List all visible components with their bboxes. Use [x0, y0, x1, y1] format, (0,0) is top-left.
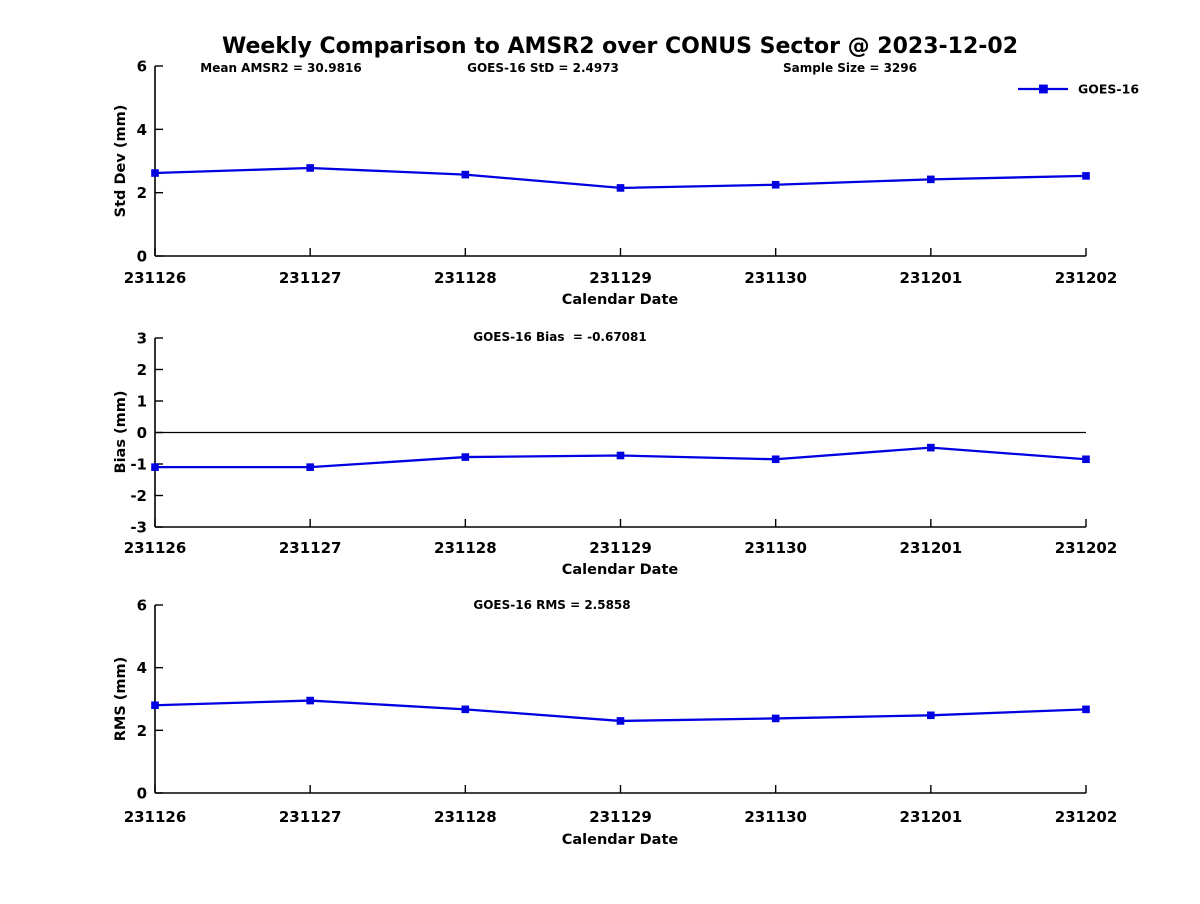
x-tick-label: 231127	[279, 269, 342, 287]
x-tick-label: 231130	[744, 539, 807, 557]
data-point-marker	[927, 711, 935, 720]
legend-square-marker-icon	[1039, 84, 1048, 94]
data-point-marker	[1082, 172, 1090, 180]
x-tick-label: 231127	[279, 808, 342, 826]
y-axis-label-std-dev: Std Dev (mm)	[113, 105, 129, 218]
y-tick-label: 6	[137, 597, 147, 615]
data-point-marker	[771, 455, 780, 464]
chart-std-dev: Mean AMSR2 = 30.9816 GOES-16 StD = 2.497…	[113, 58, 1117, 309]
legend-label: GOES-16	[1078, 82, 1139, 97]
y-tick-label: 0	[137, 248, 147, 266]
data-point-marker	[461, 705, 470, 714]
x-tick-label: 231201	[900, 539, 963, 557]
x-tick-label: 231128	[434, 808, 497, 826]
y-tick-label: -2	[130, 487, 147, 505]
y-tick-label: 4	[137, 659, 147, 677]
data-point-marker	[461, 170, 470, 179]
x-axis-label-calendar-date-2: Calendar Date	[562, 562, 679, 578]
x-tick-label: 231202	[1055, 539, 1118, 557]
x-tick-label: 231201	[900, 269, 963, 287]
y-tick-label: 3	[137, 330, 147, 348]
data-point-marker	[927, 175, 935, 184]
y-tick-label: 2	[137, 184, 147, 202]
x-tick-label: 231129	[589, 539, 652, 557]
chart-rms: GOES-16 RMS = 2.5858 RMS (mm) Calendar D…	[113, 597, 1117, 849]
data-point-marker	[927, 443, 935, 452]
legend: GOES-16	[1018, 82, 1139, 97]
plot-area-rms: 0 2 4 6 231126 231127 231128 231129 231130 231201…	[124, 597, 1118, 827]
chart-bias: GOES-16 Bias = -0.67081 Bias (mm) Calend…	[113, 330, 1117, 579]
data-point-marker	[151, 169, 159, 177]
x-tick-label: 231126	[124, 269, 187, 287]
data-point-marker	[1082, 455, 1090, 464]
y-axis-label-rms: RMS (mm)	[113, 657, 129, 742]
data-point-marker	[1082, 705, 1090, 714]
data-point-marker	[616, 717, 625, 725]
y-tick-label: 1	[137, 393, 147, 411]
y-tick-label: 6	[137, 58, 147, 76]
annotation-goes16-std: GOES-16 StD = 2.4973	[467, 61, 619, 75]
data-point-marker	[616, 184, 625, 192]
annotation-mean-amsr2: Mean AMSR2 = 30.9816	[200, 61, 361, 75]
data-point-marker	[306, 696, 314, 705]
x-axis-label-calendar-date-3: Calendar Date	[562, 832, 679, 848]
annotation-goes16-bias: GOES-16 Bias = -0.67081	[473, 330, 646, 344]
figure-title: Weekly Comparison to AMSR2 over CONUS Se…	[222, 34, 1018, 59]
x-tick-label: 231126	[124, 539, 187, 557]
x-tick-label: 231202	[1055, 808, 1118, 826]
data-point-marker	[461, 453, 470, 461]
y-tick-label: 2	[137, 361, 147, 379]
plot-area-std-dev: 0 2 4 6 231126 231127 231128 231129 231130 231201…	[124, 58, 1118, 288]
data-point-marker	[616, 451, 625, 460]
annotation-goes16-rms: GOES-16 RMS = 2.5858	[473, 598, 630, 612]
x-tick-label: 231126	[124, 808, 187, 826]
y-tick-label: -3	[130, 519, 147, 537]
data-point-marker	[771, 180, 780, 189]
x-tick-label: 231129	[589, 269, 652, 287]
y-axis-label-bias: Bias (mm)	[113, 391, 129, 474]
x-tick-label: 231202	[1055, 269, 1118, 287]
plot-area-bias: 3 2 1 0 -1 -2 -3 231126 231127 231128 231129 231130…	[124, 330, 1118, 558]
y-tick-label: 0	[137, 785, 147, 803]
data-point-marker	[151, 701, 159, 710]
x-tick-label: 231130	[744, 808, 807, 826]
data-point-marker	[306, 164, 314, 172]
x-tick-label: 231129	[589, 808, 652, 826]
data-point-marker	[771, 714, 780, 723]
annotation-sample-size: Sample Size = 3296	[783, 61, 917, 75]
y-tick-label: 2	[137, 722, 147, 740]
x-tick-label: 231130	[744, 269, 807, 287]
data-point-marker	[151, 463, 159, 471]
x-tick-label: 231127	[279, 539, 342, 557]
y-tick-label: 4	[137, 121, 147, 139]
x-tick-label: 231128	[434, 269, 497, 287]
y-tick-label: -1	[130, 456, 147, 474]
y-tick-label: 0	[137, 424, 147, 442]
x-tick-label: 231128	[434, 539, 497, 557]
data-point-marker	[306, 463, 314, 471]
x-axis-label-calendar-date-1: Calendar Date	[562, 292, 679, 308]
x-tick-label: 231201	[900, 808, 963, 826]
